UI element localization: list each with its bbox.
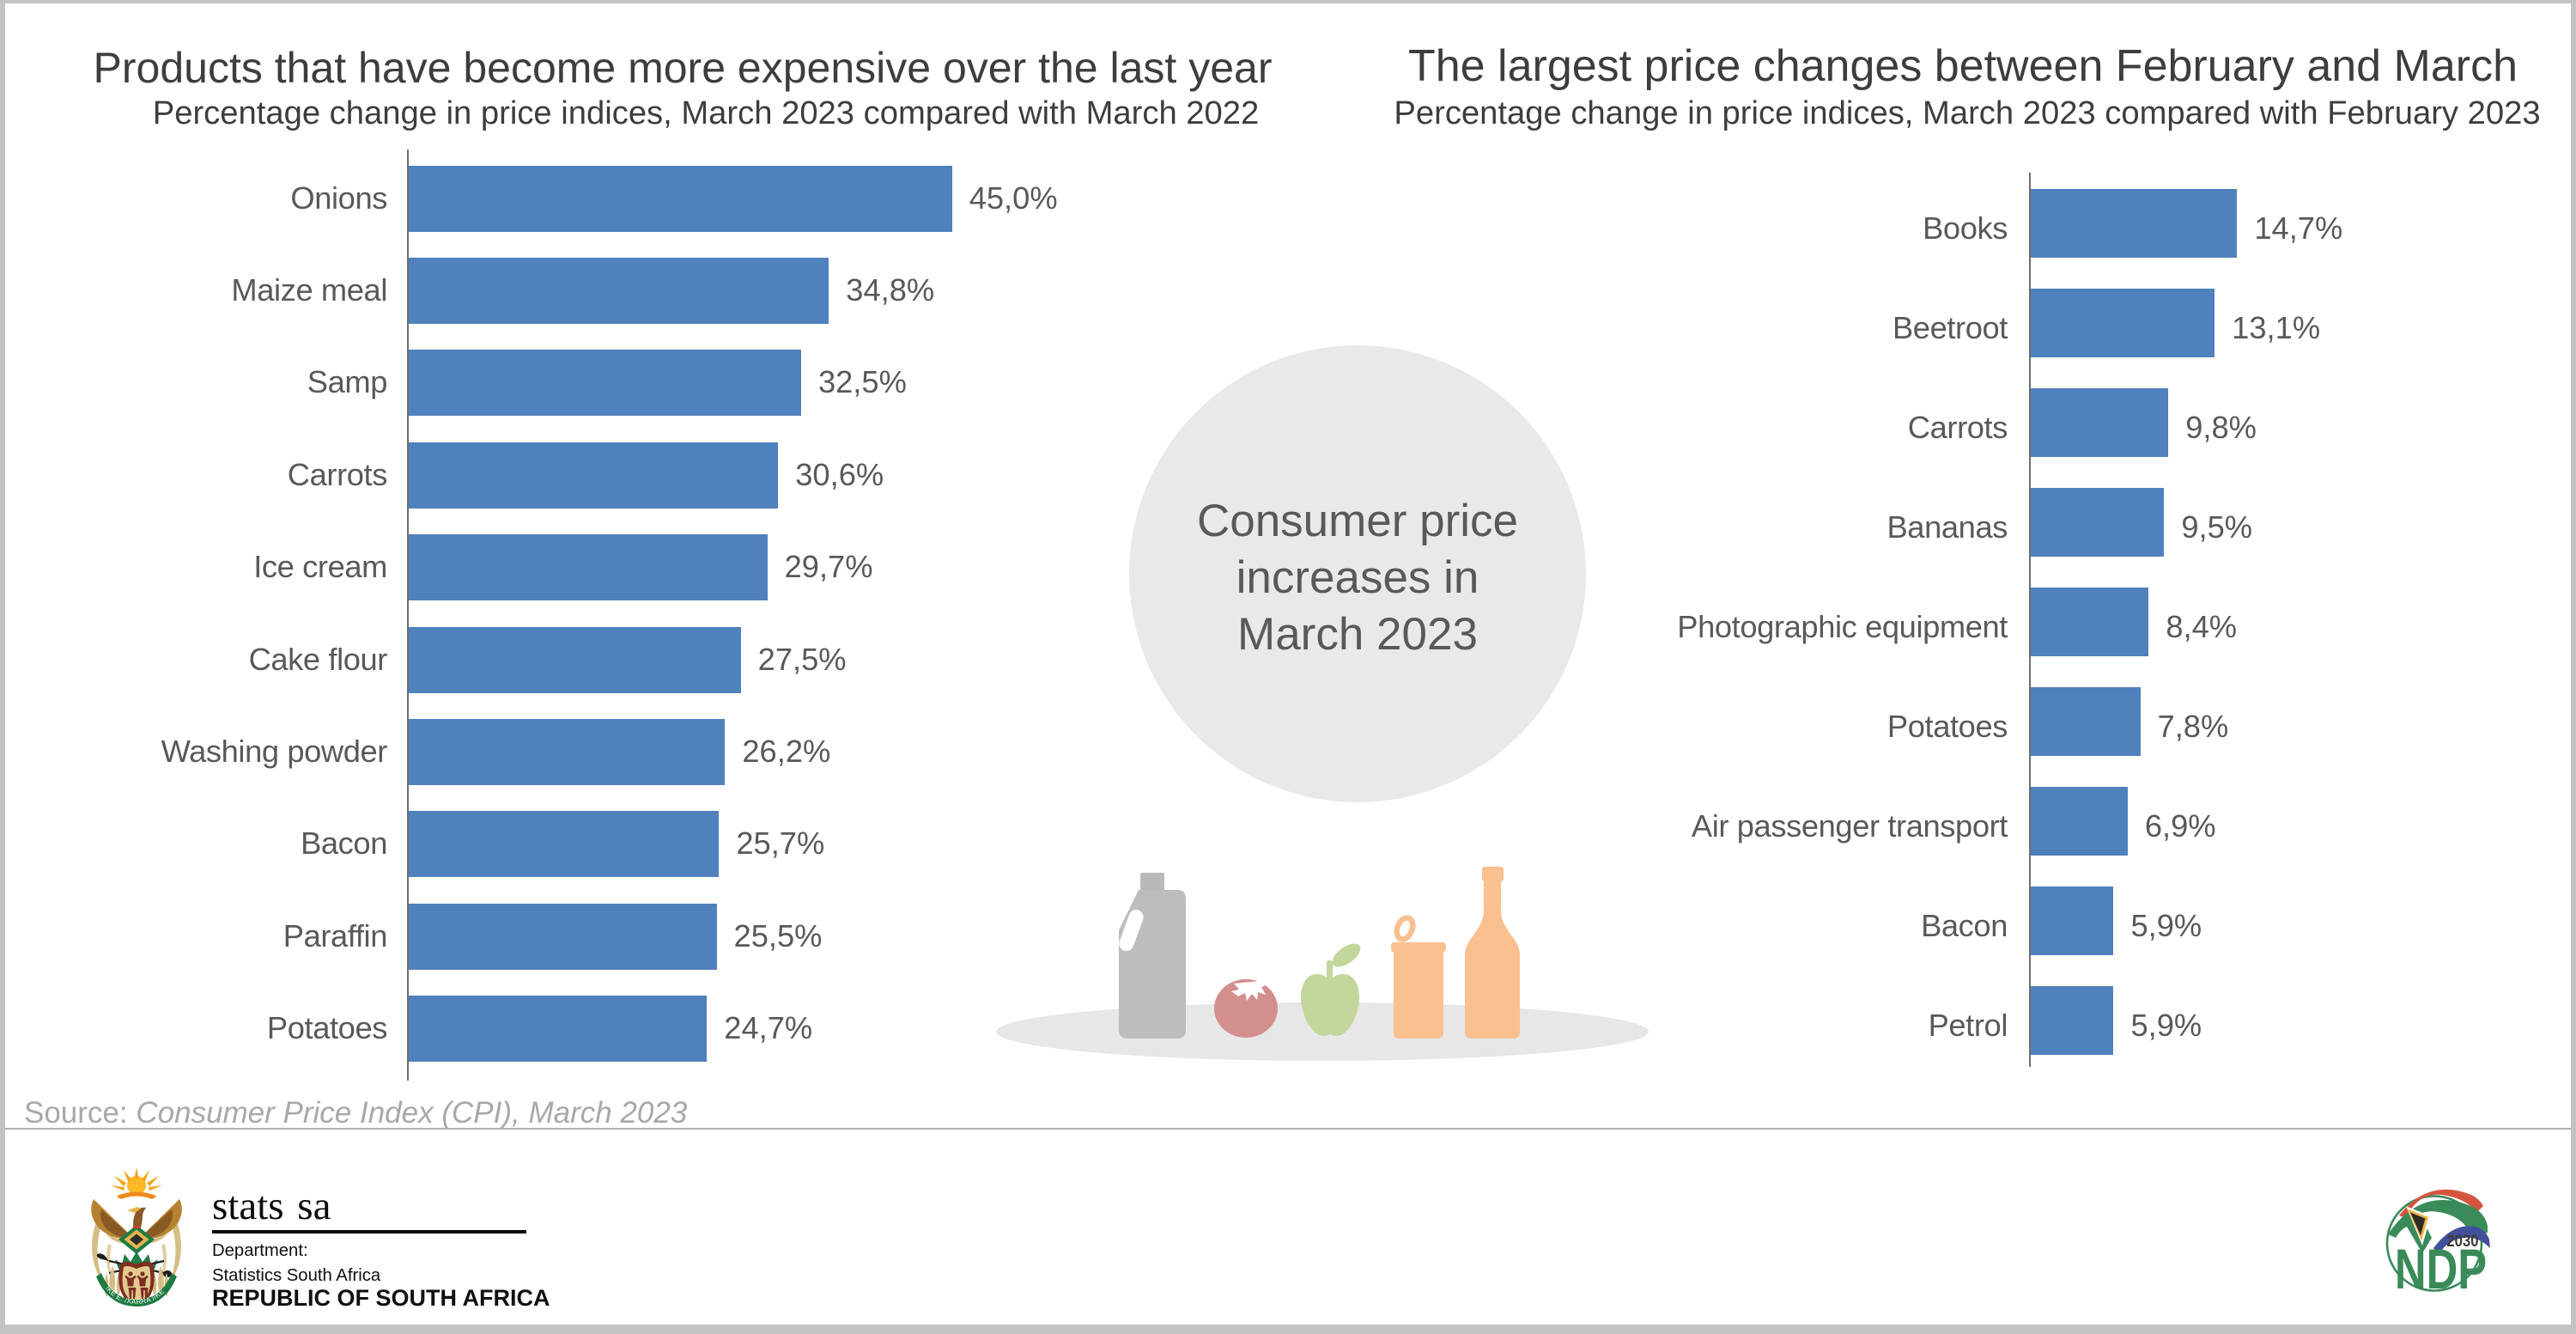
bar xyxy=(2031,686,2141,756)
sun-icon xyxy=(111,1167,162,1199)
center-circle-text: Consumer price increases in March 2023 xyxy=(1129,493,1586,663)
circle-text-line-3: March 2023 xyxy=(1237,609,1478,660)
shield-icon xyxy=(118,1261,155,1307)
bar xyxy=(409,258,829,324)
value-label: 9,5% xyxy=(2181,509,2253,545)
statssa-rule xyxy=(212,1230,526,1233)
value-label: 5,9% xyxy=(2130,907,2202,943)
category-label: Petrol xyxy=(1928,1007,2008,1043)
value-label: 9,8% xyxy=(2185,410,2257,446)
statssa-logo-text: stats sa xyxy=(212,1184,331,1228)
category-label: Bacon xyxy=(301,825,387,862)
category-label: Air passenger transport xyxy=(1691,807,2008,844)
category-label: Beetroot xyxy=(1892,310,2008,346)
ndp-blue-band xyxy=(2433,1226,2490,1255)
bar xyxy=(409,534,768,601)
value-label: 7,8% xyxy=(2157,708,2229,744)
value-label: 8,4% xyxy=(2166,608,2238,644)
bar xyxy=(409,903,717,970)
bottle-icon xyxy=(1465,867,1520,1039)
value-label: 34,8% xyxy=(846,272,935,308)
value-label: 14,7% xyxy=(2254,210,2343,247)
bar xyxy=(409,996,708,1063)
left-chart-y-axis xyxy=(407,149,409,1081)
ndp-logo: 2030 NDP xyxy=(2385,1189,2490,1293)
category-label: Onions xyxy=(290,180,387,216)
bar xyxy=(409,350,801,417)
ndp-red-band xyxy=(2399,1189,2483,1218)
groceries-illustration xyxy=(996,867,1649,1061)
category-label: Bananas xyxy=(1886,509,2008,545)
category-label: Cake flour xyxy=(248,641,388,677)
statssa-department-name: Statistics South Africa xyxy=(212,1265,381,1285)
diamond-icon xyxy=(118,1225,155,1254)
category-label: Maize meal xyxy=(231,272,387,308)
value-label: 24,7% xyxy=(724,1010,813,1046)
milk-jug-icon xyxy=(1119,873,1186,1039)
left-chart-subtitle: Percentage change in price indices, Marc… xyxy=(152,94,1260,131)
category-label: Carrots xyxy=(1907,410,2008,446)
category-label: Ice cream xyxy=(253,549,387,585)
center-circle: Consumer price increases in March 2023 xyxy=(1129,345,1586,802)
value-label: 6,9% xyxy=(2144,807,2216,844)
value-label: 30,6% xyxy=(795,456,884,492)
bar xyxy=(409,811,720,878)
value-label: 25,7% xyxy=(736,825,825,862)
value-label: 13,1% xyxy=(2232,310,2321,346)
left-chart-title: Products that have become more expensive… xyxy=(93,44,1273,92)
right-chart-y-axis xyxy=(2029,173,2031,1067)
bar xyxy=(2031,985,2114,1055)
category-label: Carrots xyxy=(287,456,388,492)
apple-icon xyxy=(1300,943,1361,1036)
bar xyxy=(409,165,952,232)
value-label: 5,9% xyxy=(2130,1007,2202,1043)
value-label: 27,5% xyxy=(757,641,847,677)
bar xyxy=(2031,886,2114,955)
statssa-country: REPUBLIC OF SOUTH AFRICA xyxy=(212,1285,550,1311)
category-label: Photographic equipment xyxy=(1677,608,2008,644)
bar xyxy=(2031,786,2128,856)
svg-text:NDP: NDP xyxy=(2395,1239,2487,1293)
bar xyxy=(2031,587,2149,656)
bar xyxy=(2031,488,2165,557)
value-label: 29,7% xyxy=(784,549,873,585)
category-label: Books xyxy=(1923,210,2008,247)
circle-text-line-2: increases in xyxy=(1236,552,1479,603)
category-label: Potatoes xyxy=(266,1010,387,1046)
value-label: 32,5% xyxy=(817,364,907,400)
source-note: Source: Consumer Price Index (CPI), Marc… xyxy=(24,1096,688,1130)
bar xyxy=(2031,289,2215,358)
bar xyxy=(409,442,779,509)
bar xyxy=(409,626,741,693)
bar xyxy=(2031,189,2238,259)
category-label: Bacon xyxy=(1921,907,2008,943)
svg-text:2030: 2030 xyxy=(2446,1232,2478,1250)
category-label: Washing powder xyxy=(161,734,388,769)
ndp-black-triangle xyxy=(2410,1212,2426,1235)
footer-divider xyxy=(5,1128,2571,1130)
bar xyxy=(2031,388,2169,458)
category-label: Paraffin xyxy=(283,917,388,953)
can-icon xyxy=(1391,915,1446,1039)
coat-of-arms-logo: !KE E: /XARRA //KE xyxy=(91,1167,182,1307)
bar xyxy=(409,719,726,785)
circle-text-line-1: Consumer price xyxy=(1196,496,1519,546)
right-chart-subtitle: Percentage change in price indices, Marc… xyxy=(1394,94,2541,131)
category-label: Samp xyxy=(307,364,388,400)
value-label: 45,0% xyxy=(969,180,1058,216)
right-chart-title: The largest price changes between Februa… xyxy=(1407,41,2518,91)
category-label: Potatoes xyxy=(1886,708,2008,744)
tomato-icon xyxy=(1214,979,1278,1038)
statssa-department-label: Department: xyxy=(212,1240,308,1260)
value-label: 25,5% xyxy=(733,917,823,953)
value-label: 26,2% xyxy=(742,734,831,769)
